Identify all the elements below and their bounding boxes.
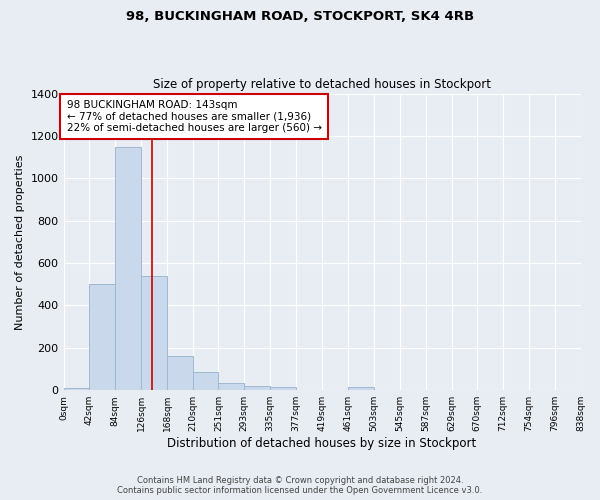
Bar — [270, 387, 296, 390]
Text: 98 BUCKINGHAM ROAD: 143sqm
← 77% of detached houses are smaller (1,936)
22% of s: 98 BUCKINGHAM ROAD: 143sqm ← 77% of deta… — [67, 100, 322, 133]
Bar — [115, 146, 141, 390]
Title: Size of property relative to detached houses in Stockport: Size of property relative to detached ho… — [153, 78, 491, 91]
Text: 98, BUCKINGHAM ROAD, STOCKPORT, SK4 4RB: 98, BUCKINGHAM ROAD, STOCKPORT, SK4 4RB — [126, 10, 474, 23]
Bar — [218, 383, 244, 390]
X-axis label: Distribution of detached houses by size in Stockport: Distribution of detached houses by size … — [167, 437, 476, 450]
Bar — [348, 387, 374, 390]
Bar — [141, 276, 167, 390]
Bar — [193, 372, 218, 390]
Bar — [64, 388, 89, 390]
Y-axis label: Number of detached properties: Number of detached properties — [15, 154, 25, 330]
Bar — [89, 284, 115, 390]
Text: Contains HM Land Registry data © Crown copyright and database right 2024.
Contai: Contains HM Land Registry data © Crown c… — [118, 476, 482, 495]
Bar — [167, 356, 193, 390]
Bar — [244, 386, 270, 390]
